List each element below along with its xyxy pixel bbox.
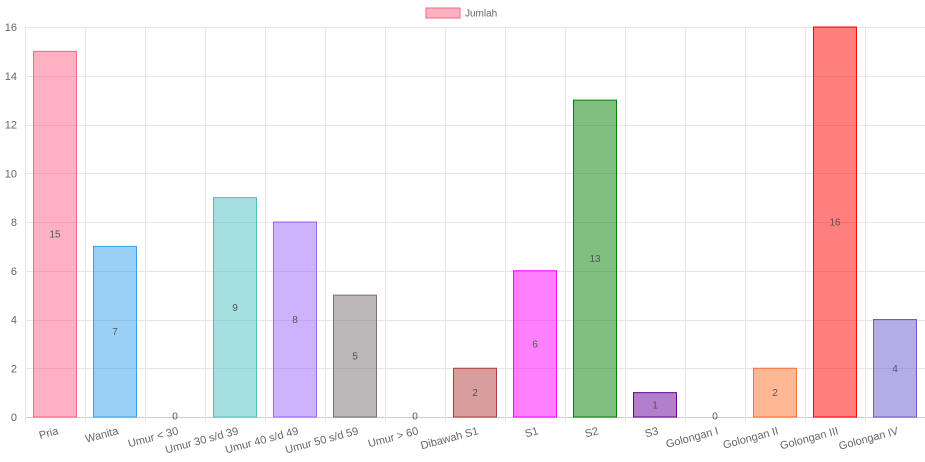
data-labels-group: 15 7 0 9 8 5 0 2 6 13 1 0 2 16 4 bbox=[49, 218, 898, 423]
data-label: 2 bbox=[472, 388, 478, 399]
data-label: 4 bbox=[892, 364, 898, 375]
data-label: 5 bbox=[352, 352, 358, 363]
x-tick-label: Golongan I bbox=[665, 425, 720, 451]
y-tick-label: 12 bbox=[5, 120, 17, 132]
data-label: 0 bbox=[712, 412, 718, 423]
legend-swatch bbox=[425, 7, 461, 19]
x-tick-label: S2 bbox=[584, 425, 600, 440]
data-label: 0 bbox=[412, 412, 418, 423]
x-tick-label: Golongan II bbox=[722, 425, 780, 451]
y-tick-label: 16 bbox=[5, 22, 17, 34]
bar[interactable] bbox=[633, 392, 677, 418]
y-tick-label: 6 bbox=[11, 266, 17, 278]
data-label: 15 bbox=[49, 230, 61, 241]
bar[interactable] bbox=[573, 99, 617, 418]
x-tick-label: S3 bbox=[644, 425, 660, 440]
legend-label: Jumlah bbox=[465, 9, 497, 20]
bar[interactable] bbox=[273, 221, 317, 418]
grid-lines bbox=[25, 27, 925, 422]
y-tick-label: 4 bbox=[11, 315, 17, 327]
x-tick-label: S1 bbox=[524, 425, 540, 440]
x-tick-label: Wanita bbox=[84, 425, 121, 446]
data-label: 8 bbox=[292, 315, 298, 326]
bar[interactable] bbox=[333, 294, 377, 418]
y-tick-label: 14 bbox=[5, 71, 17, 83]
y-tick-label: 2 bbox=[11, 363, 17, 375]
data-label: 7 bbox=[112, 327, 118, 338]
x-tick-label: Golongan IV bbox=[838, 425, 901, 453]
bar[interactable] bbox=[453, 367, 497, 418]
bar[interactable] bbox=[813, 26, 857, 418]
data-label: 0 bbox=[172, 412, 178, 423]
bar[interactable] bbox=[213, 197, 257, 418]
data-label: 2 bbox=[772, 388, 778, 399]
x-tick-label: Golongan III bbox=[779, 425, 840, 452]
x-tick-label: Dibawah S1 bbox=[419, 425, 479, 452]
x-tick-label: Pria bbox=[38, 425, 61, 442]
bar[interactable] bbox=[753, 367, 797, 418]
y-axis: 0 2 4 6 8 10 12 14 16 bbox=[5, 22, 17, 424]
data-label: 1 bbox=[652, 400, 658, 411]
x-tick-label: Umur > 60 bbox=[367, 425, 420, 450]
data-label: 16 bbox=[829, 218, 841, 229]
y-tick-label: 10 bbox=[5, 168, 17, 180]
bar[interactable] bbox=[93, 245, 137, 418]
data-label: 6 bbox=[532, 339, 538, 350]
y-tick-label: 8 bbox=[11, 217, 17, 229]
data-label: 9 bbox=[232, 303, 238, 314]
bar[interactable] bbox=[33, 50, 77, 418]
legend[interactable]: Jumlah bbox=[425, 7, 497, 20]
y-tick-label: 0 bbox=[11, 412, 17, 424]
data-label: 13 bbox=[589, 254, 601, 265]
bar[interactable] bbox=[873, 319, 917, 418]
bars-group bbox=[33, 26, 917, 418]
bar[interactable] bbox=[513, 270, 557, 418]
